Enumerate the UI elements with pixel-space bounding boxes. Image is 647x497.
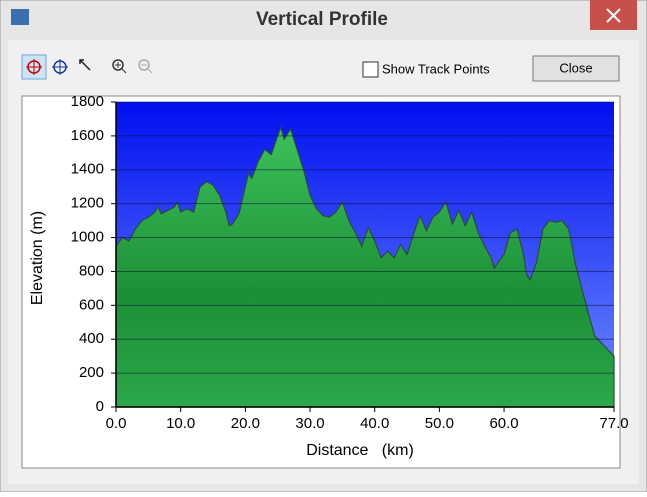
app-icon — [11, 9, 29, 25]
y-tick-label: 1800 — [71, 93, 104, 110]
y-axis-label: Elevation (m) — [29, 211, 46, 305]
tool-zoom-in[interactable] — [112, 59, 124, 71]
chart: 0 200 400 600 800 1000 1200 1400 1600 1800 0.0 10.0… — [29, 93, 628, 459]
tool-zoom-box[interactable] — [79, 59, 91, 71]
y-tick-label: 800 — [79, 262, 104, 279]
y-tick-label: 200 — [79, 364, 104, 381]
y-tick-label: 600 — [79, 296, 104, 313]
x-axis-label: Distance (km) — [306, 442, 414, 459]
toolbar — [21, 54, 153, 80]
x-tick-label: 40.0 — [360, 415, 389, 432]
close-button[interactable] — [532, 55, 620, 82]
y-tick-label: 0 — [96, 398, 104, 415]
x-tick-label: 30.0 — [295, 415, 324, 432]
x-tick-label: 50.0 — [425, 415, 454, 432]
x-tick-label: 60.0 — [489, 415, 518, 432]
y-tick-label: 1200 — [71, 195, 104, 212]
close-x[interactable] — [590, 0, 637, 30]
x-tick-label: 20.0 — [231, 415, 260, 432]
x-tick-label: 0.0 — [106, 415, 127, 432]
y-tick-label: 1400 — [71, 161, 104, 178]
checkbox[interactable] — [362, 61, 379, 78]
y-tick-label: 1600 — [71, 127, 104, 144]
window-title: Vertical Profile — [256, 9, 388, 30]
x-tick-label: 77.0 — [599, 415, 628, 432]
close-button-label[interactable]: Close — [559, 60, 592, 75]
checkbox-label[interactable]: Show Track Points — [382, 61, 490, 76]
x-tick-label: 10.0 — [166, 415, 195, 432]
y-tick-label: 400 — [79, 330, 104, 347]
y-tick-label: 1000 — [71, 229, 104, 246]
elevation-area — [115, 125, 615, 408]
tool-zoom-out[interactable] — [138, 59, 150, 71]
